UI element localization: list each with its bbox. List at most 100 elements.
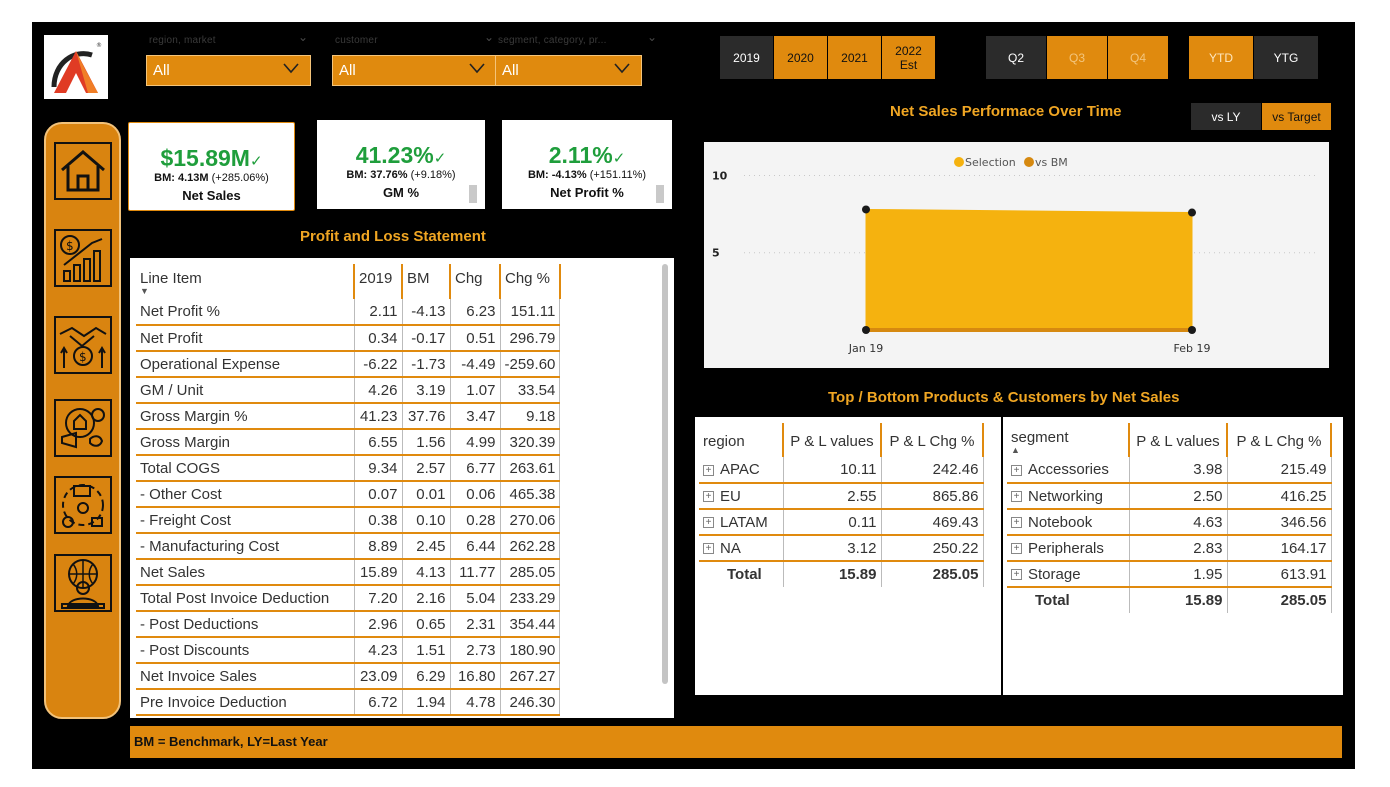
comparison-toggle[interactable]: vs Target xyxy=(1262,103,1331,130)
svg-text:$: $ xyxy=(79,350,87,364)
expand-icon[interactable]: + xyxy=(1011,491,1022,503)
kpi-card[interactable]: 2.11%✓ BM: -4.13% (+151.11%) Net Profit % xyxy=(502,120,672,209)
column-header[interactable]: P & L Chg % xyxy=(881,423,984,457)
column-header[interactable]: P & L Chg % xyxy=(1227,423,1332,457)
period-label: YTD xyxy=(1209,50,1233,65)
kpi-value-text: $15.89M xyxy=(160,145,250,171)
legend-label: Selection xyxy=(965,156,1016,169)
expand-icon[interactable]: + xyxy=(1011,543,1022,555)
table-row: Net Invoice Sales 23.09 6.29 16.80 267.27 xyxy=(136,663,561,690)
pl-cell-value: 0.51 xyxy=(450,325,501,352)
row-label[interactable]: + Storage xyxy=(1007,561,1130,588)
kpi-card[interactable]: $15.89M✓ BM: 4.13M (+285.06%) Net Sales xyxy=(128,122,295,211)
row-label[interactable]: + Networking xyxy=(1007,483,1130,510)
chevron-down-icon[interactable]: ⌄ xyxy=(484,30,495,44)
row-label[interactable]: + LATAM xyxy=(699,509,784,536)
region-table: region P & L values P & L Chg % + APAC 10.11 2… xyxy=(699,423,984,587)
nav-deals-button[interactable]: $ xyxy=(54,316,112,374)
pl-cell-value: 354.44 xyxy=(500,611,561,638)
chevron-down-icon[interactable]: ⌄ xyxy=(298,30,309,44)
pl-column-label: BM xyxy=(407,270,430,287)
chevron-down-icon[interactable]: ⌄ xyxy=(647,30,658,44)
expand-icon[interactable]: + xyxy=(1011,517,1022,529)
kpi-bm-change: (+151.11%) xyxy=(589,169,647,181)
column-header[interactable]: segment ▲ xyxy=(1007,423,1130,457)
legend-label: vs BM xyxy=(1035,156,1068,169)
period-button[interactable]: YTD xyxy=(1189,36,1253,79)
pl-cell-value: 263.61 xyxy=(500,455,561,482)
row-label[interactable]: + Peripherals xyxy=(1007,535,1130,562)
pl-cell-value: 2.16 xyxy=(402,585,451,612)
pl-column-header[interactable]: Chg % xyxy=(500,264,561,299)
row-label[interactable]: + Notebook xyxy=(1007,509,1130,536)
quarter-button[interactable]: Q2 xyxy=(986,36,1046,79)
year-button-text: 2021 xyxy=(841,51,868,65)
pl-cell-value: 0.65 xyxy=(402,611,451,638)
row-label[interactable]: + Accessories xyxy=(1007,457,1130,484)
column-header[interactable]: region xyxy=(699,423,784,457)
quarter-button[interactable]: Q4 xyxy=(1108,36,1168,79)
pl-line-item: Net Invoice Sales xyxy=(136,663,355,690)
column-header[interactable]: P & L values xyxy=(1129,423,1228,457)
top-bottom-title: Top / Bottom Products & Customers by Net… xyxy=(828,389,1180,406)
table-row: Net Sales 15.89 4.13 11.77 285.05 xyxy=(136,559,561,586)
data-point[interactable] xyxy=(862,205,870,214)
data-point[interactable] xyxy=(1188,208,1196,217)
filter-dropdown[interactable]: All xyxy=(495,55,642,86)
nav-marketing-button[interactable] xyxy=(54,399,112,457)
period-button[interactable]: YTG xyxy=(1254,36,1318,79)
expand-icon[interactable]: + xyxy=(703,517,714,529)
table-row: GM / Unit 4.26 3.19 1.07 33.54 xyxy=(136,377,561,404)
year-button[interactable]: 2021 xyxy=(828,36,881,79)
expand-icon[interactable]: + xyxy=(703,543,714,555)
pl-cell-value: 0.07 xyxy=(354,481,403,508)
year-button[interactable]: 2019 xyxy=(720,36,773,79)
comparison-toggle[interactable]: vs LY xyxy=(1191,103,1261,130)
pl-column-header[interactable]: Chg xyxy=(450,264,501,299)
table-row: - Freight Cost 0.38 0.10 0.28 270.06 xyxy=(136,507,561,534)
pl-column-header[interactable]: 2019 xyxy=(354,264,403,299)
pl-line-item: - Manufacturing Cost xyxy=(136,533,355,560)
kpi-scrollbar[interactable] xyxy=(469,185,477,203)
data-point[interactable] xyxy=(1188,326,1196,334)
pl-column-header[interactable]: BM xyxy=(402,264,451,299)
row-label[interactable]: + EU xyxy=(699,483,784,510)
year-button[interactable]: 2022 Est xyxy=(882,36,935,79)
global-executive-icon xyxy=(61,559,105,609)
year-button[interactable]: 2020 xyxy=(774,36,827,79)
region-table-panel: region P & L values P & L Chg % + APAC 10.11 2… xyxy=(695,417,1001,695)
expand-icon[interactable]: + xyxy=(703,464,714,476)
pl-column-header[interactable]: Line Item ▼ xyxy=(136,264,355,299)
column-header[interactable]: P & L values xyxy=(783,423,882,457)
pl-cell-value: 4.78 xyxy=(450,689,501,716)
row-label[interactable]: + NA xyxy=(699,535,784,562)
cell-text: NA xyxy=(720,539,741,557)
pl-line-item: Pre Invoice Deduction xyxy=(136,689,355,716)
pl-cell-value: 233.29 xyxy=(500,585,561,612)
expand-icon[interactable]: + xyxy=(1011,569,1022,581)
table-row: - Manufacturing Cost 8.89 2.45 6.44 262.28 xyxy=(136,533,561,560)
nav-supply-chain-button[interactable] xyxy=(54,476,112,534)
pl-cell-value: 0.10 xyxy=(402,507,451,534)
kpi-scrollbar[interactable] xyxy=(656,185,664,203)
expand-icon[interactable]: + xyxy=(703,491,714,503)
kpi-bm-change: (+9.18%) xyxy=(410,169,456,181)
total-cell: 285.05 xyxy=(1227,587,1332,613)
filter-dropdown[interactable]: All xyxy=(146,55,311,86)
filter-dropdown[interactable]: All xyxy=(332,55,497,86)
expand-icon[interactable]: + xyxy=(1011,464,1022,476)
nav-home-button[interactable] xyxy=(54,142,112,200)
kpi-value: 2.11%✓ xyxy=(502,142,672,169)
nav-executive-button[interactable] xyxy=(54,554,112,612)
data-point[interactable] xyxy=(862,326,870,334)
series-area-0 xyxy=(865,208,1193,331)
pl-scrollbar[interactable] xyxy=(662,264,668,684)
row-label[interactable]: + APAC xyxy=(699,457,784,484)
quarter-button[interactable]: Q3 xyxy=(1047,36,1107,79)
pl-cell-value: 1.94 xyxy=(402,689,451,716)
pl-cell-value: 0.06 xyxy=(450,481,501,508)
nav-finance-button[interactable]: $ xyxy=(54,229,112,287)
kpi-card[interactable]: 41.23%✓ BM: 37.76% (+9.18%) GM % xyxy=(317,120,485,209)
kpi-name: Net Sales xyxy=(182,188,241,203)
checkmark-icon: ✓ xyxy=(433,150,447,167)
